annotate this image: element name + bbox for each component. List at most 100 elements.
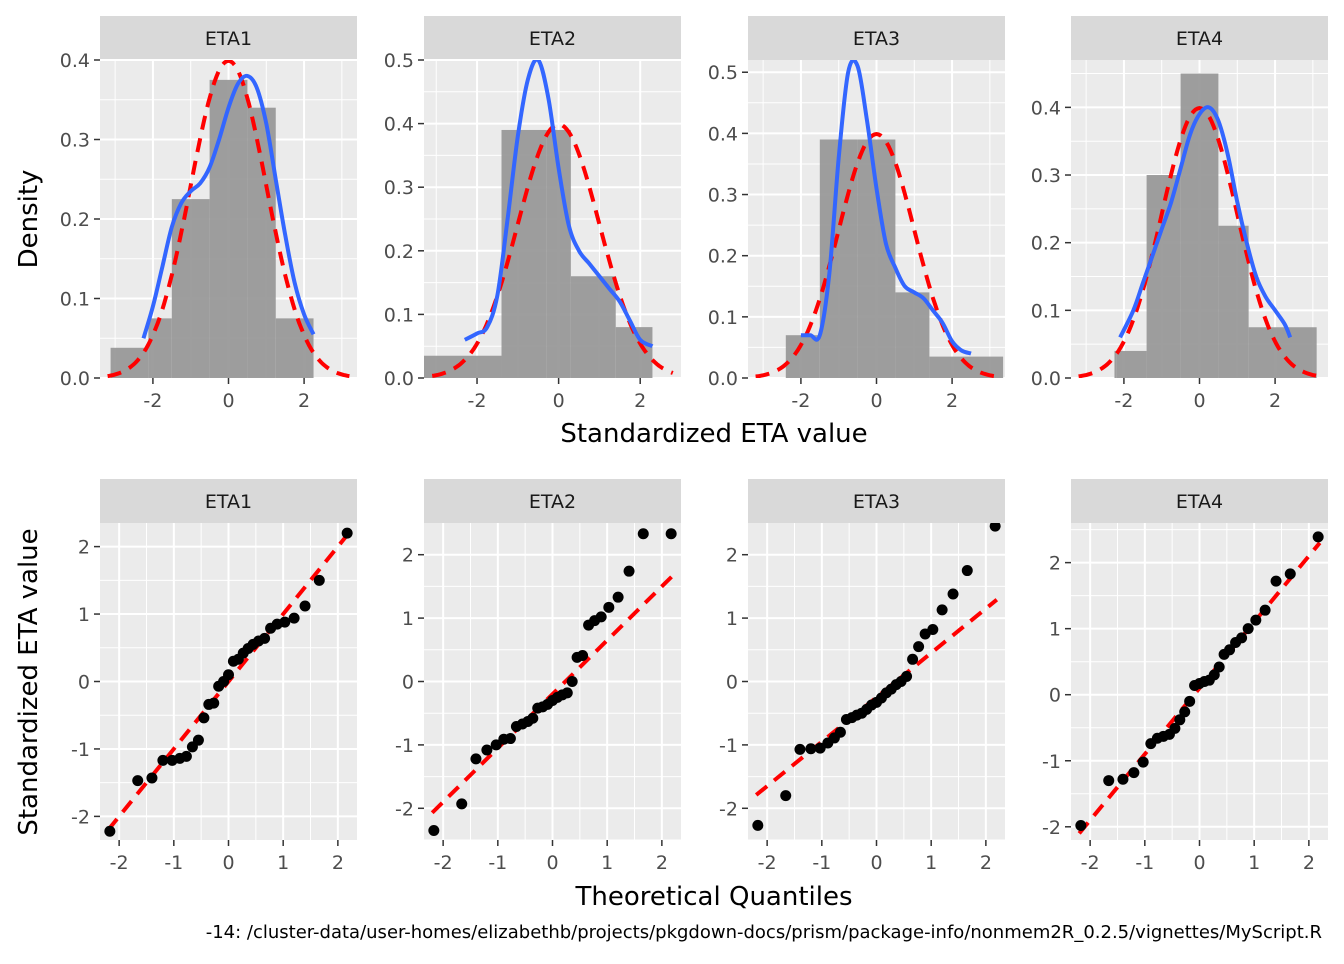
y-tick-label: 0.1 (708, 307, 738, 329)
y-tick-label: 0 (1049, 685, 1061, 707)
panel-density-eta2: ETA2 0.0 0.1 0.2 0.3 0.4 0.5 -2 0 2 (384, 16, 681, 412)
y-tick-label: 0.2 (384, 241, 414, 263)
y-tick-label: -1 (719, 735, 738, 757)
facet-strip (424, 479, 681, 523)
y-tick-label: 0.3 (1031, 165, 1061, 187)
facet-strip-label: ETA2 (529, 491, 576, 513)
x-tick-label: 2 (656, 852, 668, 874)
panel-density-eta4: ETA4 0.0 0.1 0.2 0.3 0.4 -2 0 2 (1031, 16, 1328, 412)
y-tick-label: 0 (402, 672, 414, 694)
histogram-bar (570, 276, 616, 378)
histogram-bar (615, 327, 653, 378)
x-tick-label: 2 (298, 390, 310, 412)
y-tick-label: 0.0 (1031, 368, 1061, 390)
x-tick-label: 2 (1303, 852, 1315, 874)
kernel-density-curve (463, 60, 654, 349)
qq-point (1208, 669, 1220, 681)
facet-strip (1071, 479, 1328, 523)
qq-point (961, 565, 973, 577)
facet-strip (100, 479, 357, 523)
y-tick-label: 0.1 (60, 289, 90, 311)
x-tick-label: 0 (546, 852, 558, 874)
qq-point (612, 591, 624, 603)
qq-point (1128, 767, 1140, 779)
qq-point (595, 611, 607, 623)
plot-area (104, 527, 353, 837)
histogram-bar (1114, 350, 1117, 378)
qq-point (913, 641, 925, 653)
x-tick-label: -2 (758, 852, 777, 874)
qq-point (805, 743, 817, 755)
y-tick-label: 0.5 (384, 50, 414, 72)
x-tick-label: -2 (110, 852, 129, 874)
x-tick-label: 0 (870, 852, 882, 874)
facet-strip-label: ETA4 (1176, 491, 1223, 513)
qq-point (1284, 568, 1296, 580)
x-tick-label: -1 (488, 852, 507, 874)
x-tick-label: 1 (277, 852, 289, 874)
plot-area (428, 528, 677, 836)
qq-point (1270, 575, 1282, 587)
facet-strip-label: ETA2 (529, 28, 576, 50)
qq-point (1213, 661, 1225, 673)
qq-point (603, 601, 615, 613)
x-tick-label: 0 (1193, 852, 1205, 874)
qq-point (132, 775, 144, 787)
facet-strip (1071, 16, 1328, 60)
qq-point (1312, 531, 1324, 543)
y-tick-label: 0 (726, 672, 738, 694)
plot-area (752, 523, 1001, 831)
qq-point (208, 697, 220, 709)
histogram-bar (895, 292, 930, 378)
histogram-bar (1116, 350, 1147, 378)
qq-point (299, 600, 311, 612)
histogram-bar (501, 129, 547, 378)
x-tick-label: -2 (468, 390, 487, 412)
x-tick-label: 2 (980, 852, 992, 874)
qq-point (665, 528, 677, 540)
kernel-density-curve (800, 60, 972, 356)
x-tick-label: 2 (1269, 390, 1281, 412)
qq-point (157, 754, 169, 766)
qq-point (1242, 623, 1254, 635)
qq-point (1236, 632, 1248, 644)
y-tick-label: -1 (71, 739, 90, 761)
y-tick-label: 0.2 (1031, 233, 1061, 255)
footer-script-path: -14: /cluster-data/user-homes/elizabethb… (205, 922, 1322, 943)
x-tick-label: 2 (634, 390, 646, 412)
qq-reference-line (430, 574, 675, 815)
facet-strip (748, 16, 1005, 60)
x-tick-label: -2 (143, 390, 162, 412)
qq-point (198, 712, 210, 724)
qq-point (623, 565, 635, 577)
histogram-bar (1248, 327, 1317, 378)
x-tick-label: -1 (1135, 852, 1154, 874)
y-tick-label: 0.4 (384, 114, 414, 136)
top-x-axis-title: Standardized ETA value (560, 419, 867, 449)
kernel-density-curve (1118, 105, 1293, 339)
y-tick-label: 1 (402, 608, 414, 630)
normal-density-curve (755, 131, 998, 378)
qq-point (279, 616, 291, 628)
facet-strip (100, 16, 357, 60)
qq-point (490, 739, 502, 751)
facet-strip (748, 479, 1005, 523)
y-tick-label: -2 (1042, 817, 1061, 839)
qq-point (259, 632, 271, 644)
facet-strip-label: ETA4 (1176, 28, 1223, 50)
x-tick-label: 1 (925, 852, 937, 874)
y-tick-label: 0.0 (60, 368, 90, 390)
y-tick-label: 2 (402, 545, 414, 567)
plot-area (1075, 531, 1324, 835)
y-tick-label: 0.5 (708, 62, 738, 84)
histogram-bar (1146, 175, 1181, 378)
facet-strip (424, 16, 681, 60)
x-tick-label: -2 (1114, 390, 1133, 412)
y-tick-label: 2 (78, 537, 90, 559)
qq-point (180, 750, 192, 762)
histogram-bar (785, 335, 820, 378)
qq-point (577, 650, 589, 662)
x-tick-label: -1 (164, 852, 183, 874)
y-tick-label: 0 (78, 672, 90, 694)
y-tick-label: 0.0 (384, 368, 414, 390)
